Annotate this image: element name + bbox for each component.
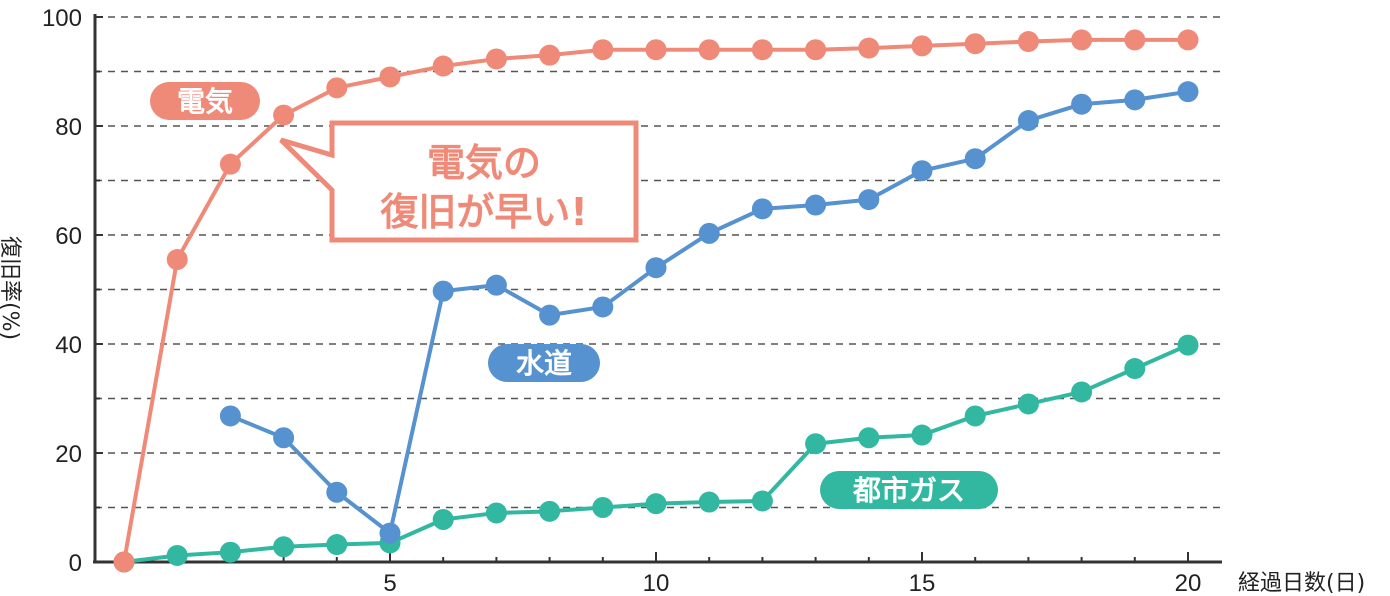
y-tick-label: 60	[55, 223, 82, 250]
data-point	[645, 257, 667, 279]
data-point	[592, 497, 614, 518]
data-point	[751, 198, 773, 220]
series-label-electricity: 電気	[150, 82, 260, 120]
data-point	[858, 189, 880, 211]
data-point	[485, 48, 507, 70]
data-point	[219, 405, 241, 427]
series-label-gas: 都市ガス	[820, 471, 998, 509]
data-point	[805, 194, 827, 216]
data-point	[1071, 93, 1093, 115]
data-point	[911, 424, 933, 446]
data-point	[858, 37, 880, 59]
data-point	[485, 274, 507, 296]
x-tick-label: 15	[909, 570, 936, 596]
data-point	[751, 490, 773, 512]
data-point	[326, 534, 348, 556]
data-point	[858, 427, 880, 449]
data-point	[432, 55, 454, 77]
data-point	[1177, 81, 1199, 103]
data-point	[1017, 110, 1039, 132]
data-point	[964, 33, 986, 55]
data-point	[166, 249, 188, 271]
data-point	[273, 427, 295, 449]
data-point	[1124, 29, 1146, 51]
data-point	[698, 222, 720, 244]
axes: 0 20 40 60 80 100 5 10 15 20	[42, 5, 1222, 596]
callout-line2: 復旧が早い!	[379, 190, 587, 234]
data-point	[326, 77, 348, 99]
data-point	[964, 148, 986, 170]
data-point	[432, 280, 454, 302]
data-point	[911, 35, 933, 57]
data-point	[219, 153, 241, 175]
grid	[95, 16, 1222, 509]
data-point	[1071, 381, 1093, 403]
series-label-gas-text: 都市ガス	[852, 474, 965, 507]
series-2	[113, 334, 1199, 573]
series-label-water-text: 水道	[516, 347, 572, 380]
series-layer	[113, 29, 1199, 573]
data-point	[219, 541, 241, 563]
data-point	[539, 500, 561, 522]
y-tick-label: 0	[69, 550, 82, 577]
series-label-electricity-text: 電気	[177, 85, 233, 118]
data-point	[1177, 334, 1199, 356]
series-label-water: 水道	[488, 344, 600, 382]
data-point	[539, 304, 561, 326]
data-point	[645, 493, 667, 515]
y-tick-label: 100	[42, 5, 82, 32]
data-point	[1177, 29, 1199, 51]
y-tick-label: 40	[55, 332, 82, 359]
data-point	[1124, 89, 1146, 111]
data-point	[805, 39, 827, 61]
y-tick-label: 20	[55, 441, 82, 468]
y-axis-title: 復旧率(%)	[0, 236, 22, 340]
data-point	[1017, 393, 1039, 415]
callout-line1: 電気の	[427, 141, 541, 185]
data-point	[273, 536, 295, 558]
data-point	[911, 160, 933, 182]
data-point	[326, 481, 348, 503]
data-point	[432, 508, 454, 530]
data-point	[379, 66, 401, 88]
data-point	[113, 551, 135, 573]
data-point	[645, 39, 667, 61]
data-point	[1017, 31, 1039, 53]
data-point	[273, 104, 295, 126]
series-1	[219, 81, 1199, 544]
y-tick-label: 80	[55, 114, 82, 141]
data-point	[485, 502, 507, 524]
data-point	[698, 491, 720, 513]
data-point	[1071, 29, 1093, 51]
x-tick-label: 5	[383, 570, 396, 596]
data-point	[698, 39, 720, 61]
x-tick-label: 20	[1175, 570, 1202, 596]
data-point	[539, 44, 561, 66]
data-point	[1124, 358, 1146, 380]
x-axis-title: 経過日数(日)	[1238, 571, 1365, 596]
data-point	[379, 522, 401, 544]
data-point	[592, 39, 614, 61]
series-0	[113, 29, 1199, 573]
data-point	[166, 544, 188, 566]
data-point	[751, 39, 773, 61]
callout-box	[279, 120, 639, 243]
x-tick-label: 10	[643, 570, 670, 596]
callout: 電気の 復旧が早い!	[279, 120, 639, 243]
data-point	[964, 405, 986, 427]
data-point	[805, 433, 827, 455]
data-point	[592, 296, 614, 318]
